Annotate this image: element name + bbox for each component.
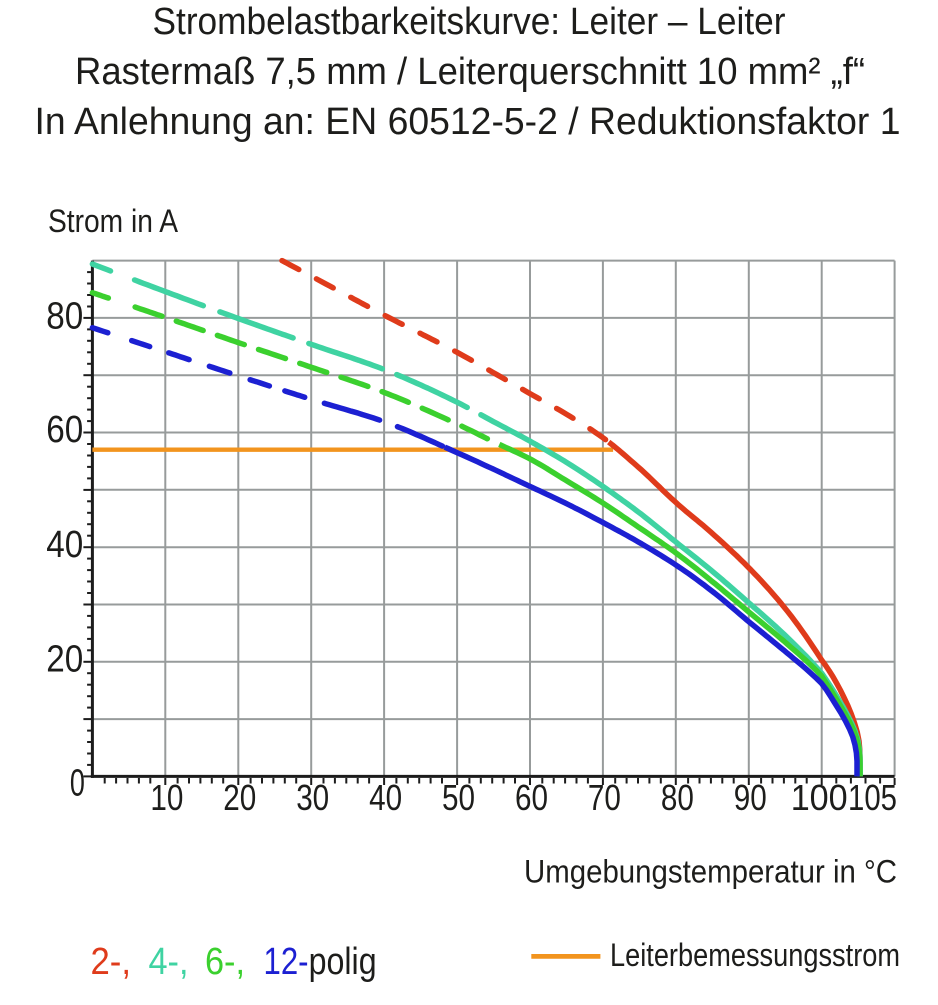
svg-text:Rastermaß 7,5 mm / Leiterquers: Rastermaß 7,5 mm / Leiterquerschnitt 10 …: [75, 51, 865, 93]
svg-text:10: 10: [150, 777, 183, 818]
svg-text:Leiterbemessungsstrom: Leiterbemessungsstrom: [610, 937, 900, 973]
svg-text:60: 60: [46, 409, 83, 451]
svg-text:2-,: 2-,: [91, 941, 132, 983]
svg-text:80: 80: [661, 777, 694, 818]
svg-text:30: 30: [296, 777, 329, 818]
svg-text:80: 80: [46, 295, 83, 337]
svg-text:In Anlehnung an: EN 60512-5-2: In Anlehnung an: EN 60512-5-2 / Reduktio…: [35, 101, 901, 143]
svg-text:Strom in A: Strom in A: [48, 203, 179, 239]
svg-text:polig: polig: [309, 941, 377, 983]
svg-text:6-,: 6-,: [205, 941, 245, 983]
svg-text:20: 20: [46, 639, 83, 681]
svg-text:50: 50: [442, 777, 475, 818]
svg-text:40: 40: [46, 524, 83, 566]
svg-text:4-,: 4-,: [149, 941, 189, 983]
svg-text:60: 60: [515, 777, 548, 818]
svg-text:40: 40: [369, 777, 402, 818]
svg-text:70: 70: [588, 777, 621, 818]
svg-text:Strombelastbarkeitskurve: Leit: Strombelastbarkeitskurve: Leiter – Leite…: [153, 1, 786, 43]
svg-text:90: 90: [734, 777, 767, 818]
svg-text:20: 20: [223, 777, 256, 818]
svg-text:12-: 12-: [264, 941, 309, 983]
svg-text:Umgebungstemperatur in °C: Umgebungstemperatur in °C: [524, 853, 897, 889]
svg-text:100: 100: [791, 777, 848, 818]
svg-text:105: 105: [848, 777, 897, 818]
svg-text:0: 0: [70, 762, 85, 804]
